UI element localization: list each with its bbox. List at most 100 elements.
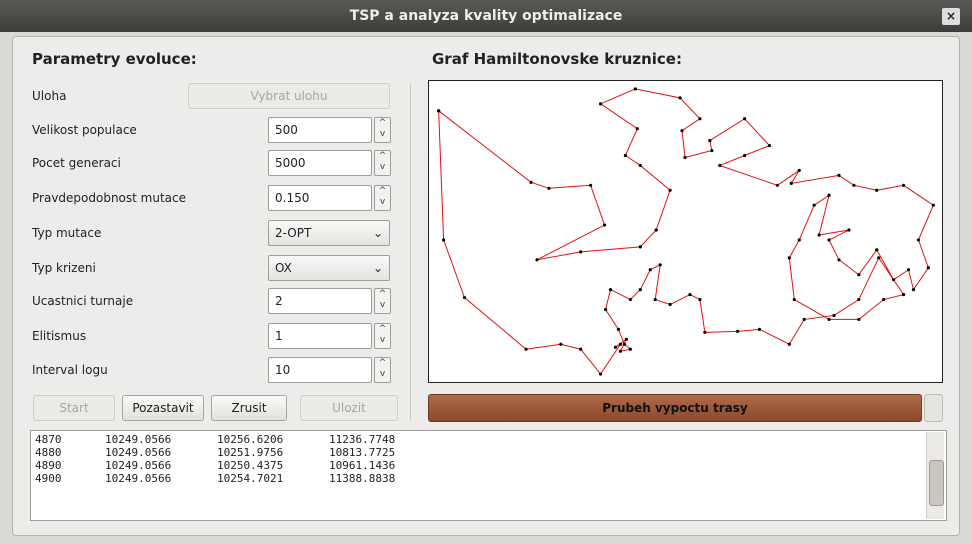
- tour-node: [624, 337, 628, 341]
- tour-node: [916, 238, 921, 242]
- log-cell: 10249.0566: [105, 433, 172, 446]
- tour-node: [623, 153, 627, 158]
- tour-node: [579, 250, 583, 254]
- field-label: Pocet generaci: [32, 156, 121, 170]
- tour-node: [613, 345, 618, 349]
- spinner[interactable]: ^ v: [374, 150, 391, 176]
- tour-node: [678, 96, 682, 100]
- spinner[interactable]: ^ v: [374, 185, 391, 211]
- spinner[interactable]: ^ v: [374, 357, 391, 383]
- tour-node: [802, 317, 806, 322]
- log-cell: 10251.9756: [217, 446, 284, 459]
- tour-node: [547, 186, 551, 190]
- log-cell: 10813.7725: [329, 446, 396, 459]
- tour-node: [857, 297, 861, 302]
- scrollbar[interactable]: [926, 432, 944, 519]
- tour-node: [618, 342, 623, 346]
- log-row: 4880 10249.0566 10251.9756 10813.7725: [35, 446, 942, 459]
- tour-nodes: [437, 87, 935, 376]
- tour-node: [638, 288, 642, 292]
- tour-node: [638, 163, 642, 168]
- tour-node: [535, 258, 539, 262]
- select-task-button[interactable]: Vybrat ulohu: [188, 83, 390, 109]
- tour-node: [911, 288, 916, 292]
- tour-node: [618, 349, 623, 353]
- log-cell: 4900: [35, 472, 62, 485]
- log-cell: 11236.7748: [329, 433, 396, 446]
- text-input[interactable]: 2: [268, 288, 372, 314]
- pause-button[interactable]: Pozastavit: [122, 395, 204, 421]
- tour-node: [837, 173, 841, 177]
- tour-node: [882, 297, 886, 302]
- log-cell: 10256.6206: [217, 433, 284, 446]
- tour-node: [767, 143, 772, 148]
- tour-node: [680, 129, 684, 133]
- tour-path: [438, 88, 934, 375]
- text-input[interactable]: 0.150: [268, 185, 372, 211]
- text-input[interactable]: 500: [268, 117, 372, 143]
- tour-node: [654, 228, 658, 232]
- spinner[interactable]: ^ v: [374, 117, 391, 143]
- tour-node: [559, 342, 563, 346]
- field-label: Interval logu: [32, 363, 108, 377]
- tour-node: [616, 327, 621, 331]
- tour-node: [710, 148, 714, 153]
- tour-node: [608, 288, 613, 292]
- log-cell: 10249.0566: [105, 472, 172, 485]
- tour-node: [579, 347, 583, 351]
- tour-node: [653, 297, 657, 302]
- field-label: Velikost populace: [32, 123, 137, 137]
- tour-graph: [428, 80, 943, 383]
- combo-value: OX: [275, 261, 292, 275]
- tour-node: [718, 163, 722, 168]
- tour-node: [622, 342, 626, 346]
- tour-node: [812, 203, 816, 207]
- tour-node: [857, 317, 861, 322]
- tour-node: [668, 188, 672, 192]
- tour-node: [743, 153, 747, 158]
- text-input[interactable]: 10: [268, 357, 372, 383]
- tour-node: [875, 188, 879, 192]
- tour-node: [787, 342, 791, 346]
- tour-node: [787, 256, 791, 260]
- tour-node: [529, 180, 533, 184]
- tour-node: [827, 193, 831, 197]
- field-label: Uloha: [32, 89, 67, 103]
- text-input[interactable]: 1: [268, 323, 372, 349]
- left-heading: Parametry evoluce:: [32, 50, 197, 68]
- log-cell: 10254.7021: [217, 472, 284, 485]
- tour-node: [633, 87, 637, 91]
- spinner[interactable]: ^ v: [374, 288, 391, 314]
- tour-node: [603, 307, 608, 312]
- tour-node: [926, 266, 930, 270]
- log-area[interactable]: 4870 10249.0566 10256.6206 11236.7748 4880 10…: [30, 430, 947, 521]
- title-bar: TSP a analyza kvality optimalizace: [0, 0, 972, 32]
- save-button[interactable]: Ulozit: [300, 395, 398, 421]
- combo-box[interactable]: OX ⌄: [268, 255, 390, 281]
- tour-node: [875, 248, 879, 252]
- tour-node: [524, 347, 528, 351]
- tour-node: [648, 268, 652, 272]
- cancel-button[interactable]: Zrusit: [211, 395, 287, 421]
- tour-node: [598, 102, 603, 106]
- right-heading: Graf Hamiltonovske kruznice:: [432, 50, 682, 68]
- tour-node: [668, 302, 672, 307]
- tour-node: [827, 317, 831, 322]
- window-title: TSP a analyza kvality optimalizace: [349, 8, 623, 24]
- close-button[interactable]: ×: [942, 8, 960, 25]
- tour-node: [797, 168, 801, 172]
- combo-box[interactable]: 2-OPT ⌄: [268, 220, 390, 246]
- log-cell: 10249.0566: [105, 446, 172, 459]
- tour-node: [658, 263, 662, 267]
- text-input[interactable]: 5000: [268, 150, 372, 176]
- tour-node: [598, 372, 603, 376]
- start-button[interactable]: Start: [33, 395, 115, 421]
- spinner[interactable]: ^ v: [374, 323, 391, 349]
- tour-node: [832, 313, 836, 318]
- tour-node: [792, 297, 796, 302]
- log-row: 4900 10249.0566 10254.7021 11388.8838: [35, 472, 942, 485]
- tour-node: [703, 330, 707, 334]
- field-label: Ucastnici turnaje: [32, 294, 134, 308]
- tour-node: [683, 155, 687, 160]
- tour-node: [602, 223, 607, 227]
